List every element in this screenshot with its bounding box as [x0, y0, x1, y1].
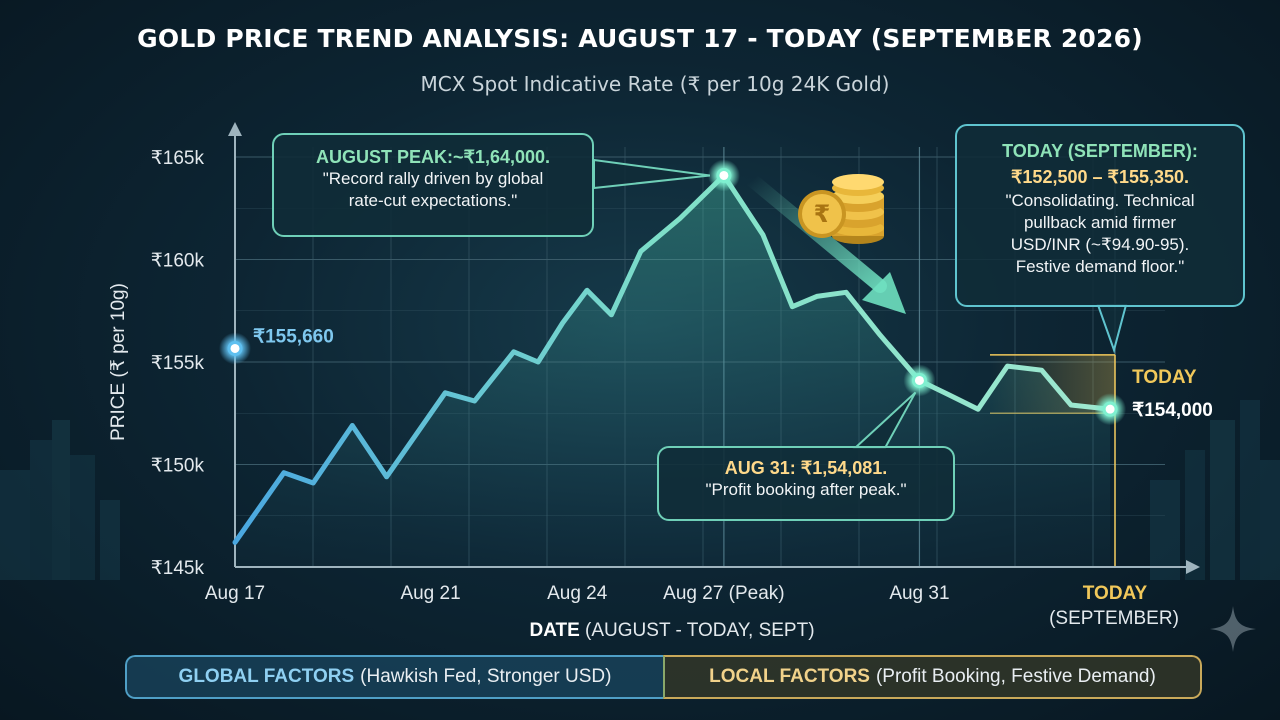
highlight-point	[227, 340, 243, 356]
x-tick-label: Aug 31	[889, 583, 949, 604]
highlight-points: ₹155,660 ₹154,000 TODAY	[219, 159, 1213, 426]
x-tick-label: Aug 17	[205, 583, 265, 604]
svg-text:₹: ₹	[814, 200, 831, 228]
y-tick-label: ₹145k	[151, 558, 205, 579]
today-heading: TODAY (SEPTEMBER):	[1002, 141, 1198, 161]
chart-subtitle: MCX Spot Indicative Rate (₹ per 10g 24K …	[420, 72, 890, 96]
x-tick-label: Aug 24	[547, 583, 608, 604]
highlight-point	[1102, 401, 1118, 417]
peak-connector	[593, 158, 711, 190]
aug31-heading: AUG 31: ₹1,54,081.	[724, 458, 888, 478]
x-axis-arrow	[1186, 560, 1200, 574]
today-text-line-3: USD/INR (~₹94.90-95).	[1010, 235, 1190, 254]
today-text-line-4: Festive demand floor."	[1015, 257, 1185, 276]
local-factors-detail: (Profit Booking, Festive Demand)	[875, 666, 1156, 687]
highlight-point	[716, 167, 732, 183]
x-tick-label: TODAY	[1083, 583, 1148, 604]
local-factors-label: LOCAL FACTORS	[709, 666, 870, 687]
aug31-text: "Profit booking after peak."	[705, 480, 907, 499]
y-axis-arrow	[228, 122, 242, 136]
callout-aug-31: AUG 31: ₹1,54,081. "Profit booking after…	[657, 446, 955, 521]
today-text-line-1: "Consolidating. Technical	[1005, 191, 1195, 210]
point-value-label: ₹155,660	[253, 326, 334, 347]
peak-heading: AUGUST PEAK:~₹1,64,000.	[315, 147, 551, 167]
sparkle-icon	[1210, 606, 1256, 652]
tick-labels: ₹145k ₹150k ₹155k ₹160k ₹165k PRICE (₹ per 10…	[108, 148, 1179, 641]
price-line	[232, 173, 1113, 545]
background-skyline	[0, 400, 1280, 580]
local-factors: LOCAL FACTORS (Profit Booking, Festive D…	[663, 655, 1202, 699]
y-axis-label: PRICE (₹ per 10g)	[108, 283, 129, 441]
global-factors-detail: (Hawkish Fed, Stronger USD)	[360, 666, 612, 687]
today-tag: TODAY	[1132, 367, 1197, 388]
callout-connectors	[593, 158, 1128, 449]
price-series-line	[232, 173, 1113, 545]
callout-august-peak: AUGUST PEAK:~₹1,64,000. "Record rally dr…	[272, 133, 594, 237]
x-tick-label: Aug 27 (Peak)	[663, 583, 784, 604]
x-tick-label: Aug 21	[400, 583, 460, 604]
today-text-line-2: pullback amid firmer	[1023, 213, 1177, 232]
today-range: ₹152,500 – ₹155,350.	[1010, 167, 1190, 187]
down-trend-arrow-head	[862, 272, 906, 314]
y-tick-label: ₹165k	[151, 148, 205, 169]
point-value-label: ₹154,000	[1132, 400, 1213, 421]
y-tick-label: ₹160k	[151, 251, 205, 272]
peak-text-line-2: rate-cut expectations."	[348, 191, 518, 210]
chart-title: GOLD PRICE TREND ANALYSIS: AUGUST 17 - T…	[137, 24, 1143, 53]
factors-bar: GLOBAL FACTORS (Hawkish Fed, Stronger US…	[125, 655, 1202, 699]
x-axis-label: DATE (AUGUST - TODAY, SEPT)	[529, 620, 814, 641]
callout-today: TODAY (SEPTEMBER): ₹152,500 – ₹155,350. …	[955, 124, 1245, 307]
global-factors-label: GLOBAL FACTORS	[178, 666, 355, 687]
y-tick-label: ₹155k	[151, 353, 205, 374]
peak-text-line-1: "Record rally driven by global	[322, 169, 544, 188]
y-tick-label: ₹150k	[151, 456, 205, 477]
x-tick-sublabel: (SEPTEMBER)	[1049, 608, 1179, 629]
rupee-coin-stack-icon: ₹	[798, 174, 884, 244]
today-connector	[1096, 304, 1128, 354]
global-factors: GLOBAL FACTORS (Hawkish Fed, Stronger US…	[125, 655, 663, 699]
highlight-point	[911, 372, 927, 388]
